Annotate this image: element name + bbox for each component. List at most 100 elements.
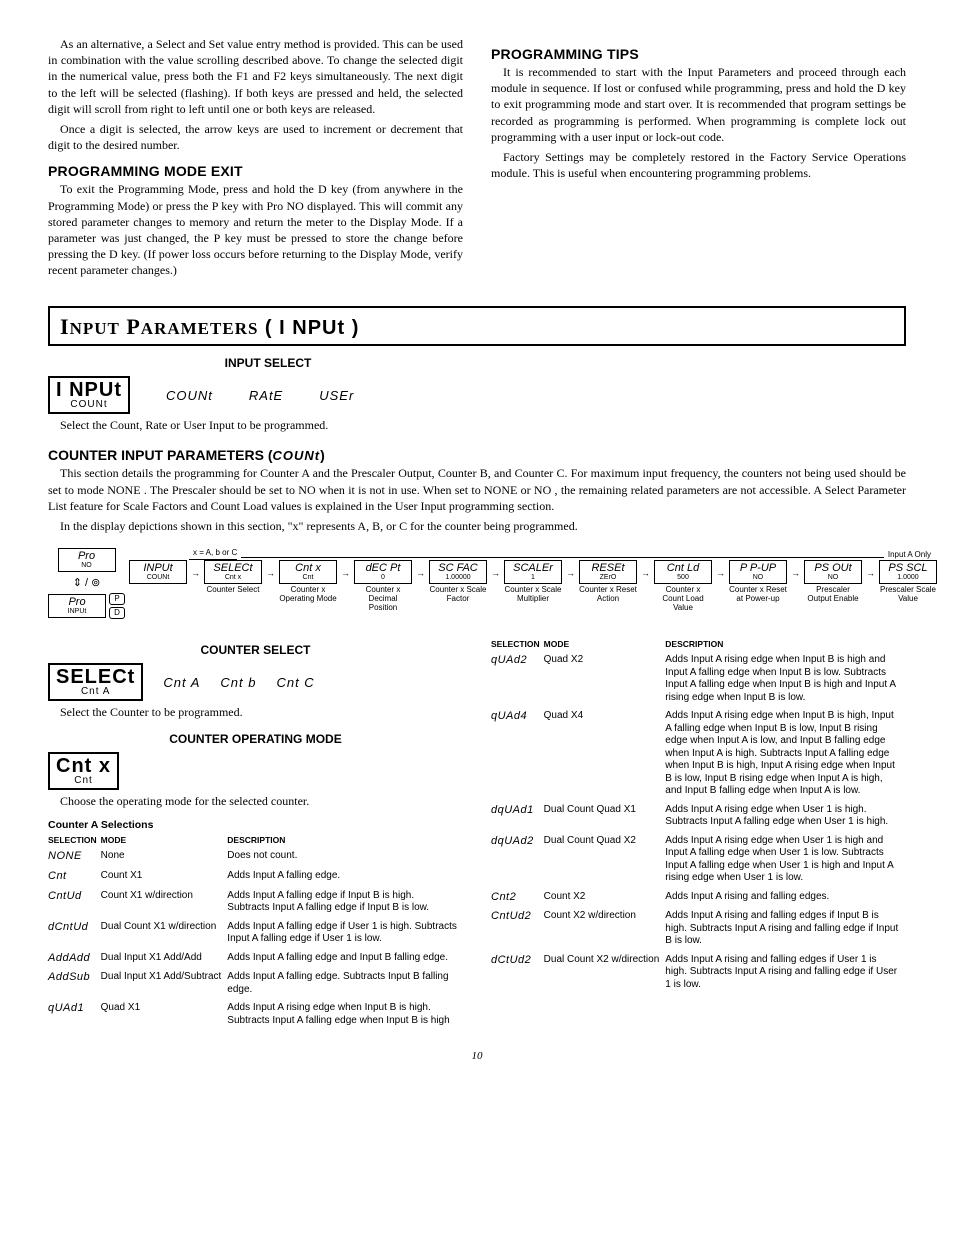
counter-a-table-cont: SELECTION MODE DESCRIPTION qUAd2Quad X2A… (491, 637, 906, 994)
prog-mode-exit-body: To exit the Programming Mode, press and … (48, 181, 463, 278)
counter-select-opt3: Cnt C (276, 675, 314, 690)
table-cell-description: Adds Input A falling edge and Input B fa… (227, 949, 463, 969)
prog-tips-p1: It is recommended to start with the Inpu… (491, 64, 906, 145)
table-cell-mode: Dual Input X1 Add/Add (101, 949, 228, 969)
d-key-icon: D (109, 607, 125, 619)
flow-node-pro-no-top: Pro (61, 551, 113, 562)
input-select-opt-2: RAtE (249, 388, 283, 403)
counter-select-small: Cnt A (56, 687, 135, 697)
title-word2-cap: P (126, 314, 140, 339)
table-cell-mode: Dual Count X2 w/direction (544, 951, 666, 995)
lower-left-col: COUNTER SELECT SELECt Cnt A Cnt A Cnt b … (48, 637, 463, 1030)
flow-arrow-icon: → (716, 560, 725, 612)
flow-step-caption: Prescaler Output Enable (804, 586, 862, 604)
table-cell-mode: Count X2 (544, 888, 666, 908)
table-cell-description: Adds Input A falling edge. Subtracts Inp… (227, 968, 463, 999)
table-cell-description: Does not count. (227, 847, 463, 867)
counter-op-display: Cnt x Cnt (48, 752, 119, 790)
flow-step-node: INPUtCOUNt (129, 560, 187, 584)
flow-step: SELECtCnt x Counter Select (204, 560, 262, 612)
counter-op-small: Cnt (56, 776, 111, 786)
input-select-display-big: I NPUt (56, 380, 122, 400)
table-cell-selection: qUAd4 (491, 707, 544, 801)
prog-tips-head: PROGRAMMING TIPS (491, 46, 906, 62)
flow-arrow-icon: → (416, 560, 425, 612)
flow-step: P P-UPNOCounter x Reset at Power-up (729, 560, 787, 612)
counter-a-selections-head: Counter A Selections (48, 819, 463, 831)
table-cell-mode: Quad X1 (101, 999, 228, 1030)
table-cell-description: Adds Input A rising edge when Input B is… (227, 999, 463, 1030)
flow-step-node: PS SCL1.0000 (879, 560, 937, 584)
counter-select-opt2: Cnt b (220, 675, 256, 690)
table-cell-selection: AddSub (48, 968, 101, 999)
input-select-display: I NPUt COUNt (48, 376, 130, 414)
flow-step-node: dEC Pt0 (354, 560, 412, 584)
counter-input-params-head: COUNTER INPUT PARAMETERS (COUNt) (48, 447, 906, 463)
flow-step: INPUtCOUNt (129, 560, 187, 612)
counter-head-close: ) (320, 447, 325, 463)
table-cell-description: Adds Input A rising edge when User 1 is … (665, 801, 906, 832)
counter-op-row: Cnt x Cnt (48, 752, 463, 790)
table-cell-description: Adds Input A rising edge when User 1 is … (665, 832, 906, 888)
table-row: dCtUd2Dual Count X2 w/directionAdds Inpu… (491, 951, 906, 995)
input-select-note: Select the Count, Rate or User Input to … (48, 418, 906, 433)
title-word1-rest: NPUT (70, 319, 120, 338)
table-cell-selection: dCtUd2 (491, 951, 544, 995)
table-cell-description: Adds Input A rising and falling edges. (665, 888, 906, 908)
flow-arrow-icon: → (266, 560, 275, 612)
table-row: AddSubDual Input X1 Add/SubtractAdds Inp… (48, 968, 463, 999)
table-cell-mode: Dual Count X1 w/direction (101, 918, 228, 949)
title-segment-code: ( I NPUt ) (265, 317, 359, 339)
digit-select-para: Once a digit is selected, the arrow keys… (48, 121, 463, 153)
lower-right-col: SELECTION MODE DESCRIPTION qUAd2Quad X2A… (491, 637, 906, 1030)
counter-select-opt1: Cnt A (163, 675, 200, 690)
table-cell-mode: Quad X2 (544, 651, 666, 707)
flow-xnote: x = A, b or C (189, 548, 237, 560)
flow-node-pro-input-top: Pro (51, 597, 103, 608)
flow-steps: INPUtCOUNt→SELECtCnt xCounter Select→Cnt… (129, 560, 937, 612)
flow-diagram: Pro NO ⇕ / ⊚ Pro INPUt P D x = A, b or C… (48, 548, 906, 619)
flow-arrow-icon: → (191, 560, 200, 612)
table-cell-description: Adds Input A rising and falling edges if… (665, 907, 906, 951)
prog-mode-exit-head: PROGRAMMING MODE EXIT (48, 163, 463, 179)
flow-step-caption: Counter x Decimal Position (354, 586, 412, 612)
table-cell-mode: Count X1 w/direction (101, 887, 228, 918)
table-row: dCntUdDual Count X1 w/directionAdds Inpu… (48, 918, 463, 949)
counter-para: This section details the programming for… (48, 465, 906, 514)
flow-step: Cnt xCntCounter x Operating Mode (279, 560, 337, 612)
counter-select-display: SELECt Cnt A (48, 663, 143, 701)
tblB-h3: DESCRIPTION (665, 637, 906, 651)
counter-select-big: SELECt (56, 667, 135, 687)
flow-step-node: Cnt Ld500 (654, 560, 712, 584)
table-cell-selection: CntUd2 (491, 907, 544, 951)
flow-arrow-icon: → (866, 560, 875, 612)
flow-node-pro-no-bot: NO (61, 562, 113, 569)
flow-arrow-icon: → (341, 560, 350, 612)
flow-step: dEC Pt0Counter x Decimal Position (354, 560, 412, 612)
counter-select-row: SELECt Cnt A Cnt A Cnt b Cnt C (48, 663, 463, 701)
table-cell-selection: dqUAd1 (491, 801, 544, 832)
flow-step-caption: Counter x Reset Action (579, 586, 637, 604)
flow-step-node: SC FAC1.00000 (429, 560, 487, 584)
table-row: NONENoneDoes not count. (48, 847, 463, 867)
table-cell-mode: Quad X4 (544, 707, 666, 801)
flow-step-node: SELECtCnt x (204, 560, 262, 584)
counter-op-big: Cnt x (56, 756, 111, 776)
tblB-h2: MODE (544, 637, 666, 651)
table-row: qUAd1Quad X1Adds Input A rising edge whe… (48, 999, 463, 1030)
flow-step-caption: Counter Select (204, 586, 262, 595)
table-cell-mode: None (101, 847, 228, 867)
tblA-h1: SELECTION (48, 833, 101, 847)
input-parameters-title-bar: INPUT PARAMETERS ( I NPUt ) (48, 306, 906, 346)
counter-op-note: Choose the operating mode for the select… (48, 794, 463, 809)
flow-step-node: Cnt xCnt (279, 560, 337, 584)
table-cell-description: Adds Input A falling edge if Input B is … (227, 887, 463, 918)
table-cell-selection: Cnt2 (491, 888, 544, 908)
table-cell-mode: Dual Count Quad X1 (544, 801, 666, 832)
flow-step: Cnt Ld500Counter x Count Load Value (654, 560, 712, 612)
lower-columns: COUNTER SELECT SELECt Cnt A Cnt A Cnt b … (48, 637, 906, 1030)
counter-para2: In the display depictions shown in this … (48, 518, 906, 534)
input-select-label: INPUT SELECT (168, 356, 368, 370)
flow-step: RESEtZErOCounter x Reset Action (579, 560, 637, 612)
counter-op-label: COUNTER OPERATING MODE (48, 732, 463, 746)
